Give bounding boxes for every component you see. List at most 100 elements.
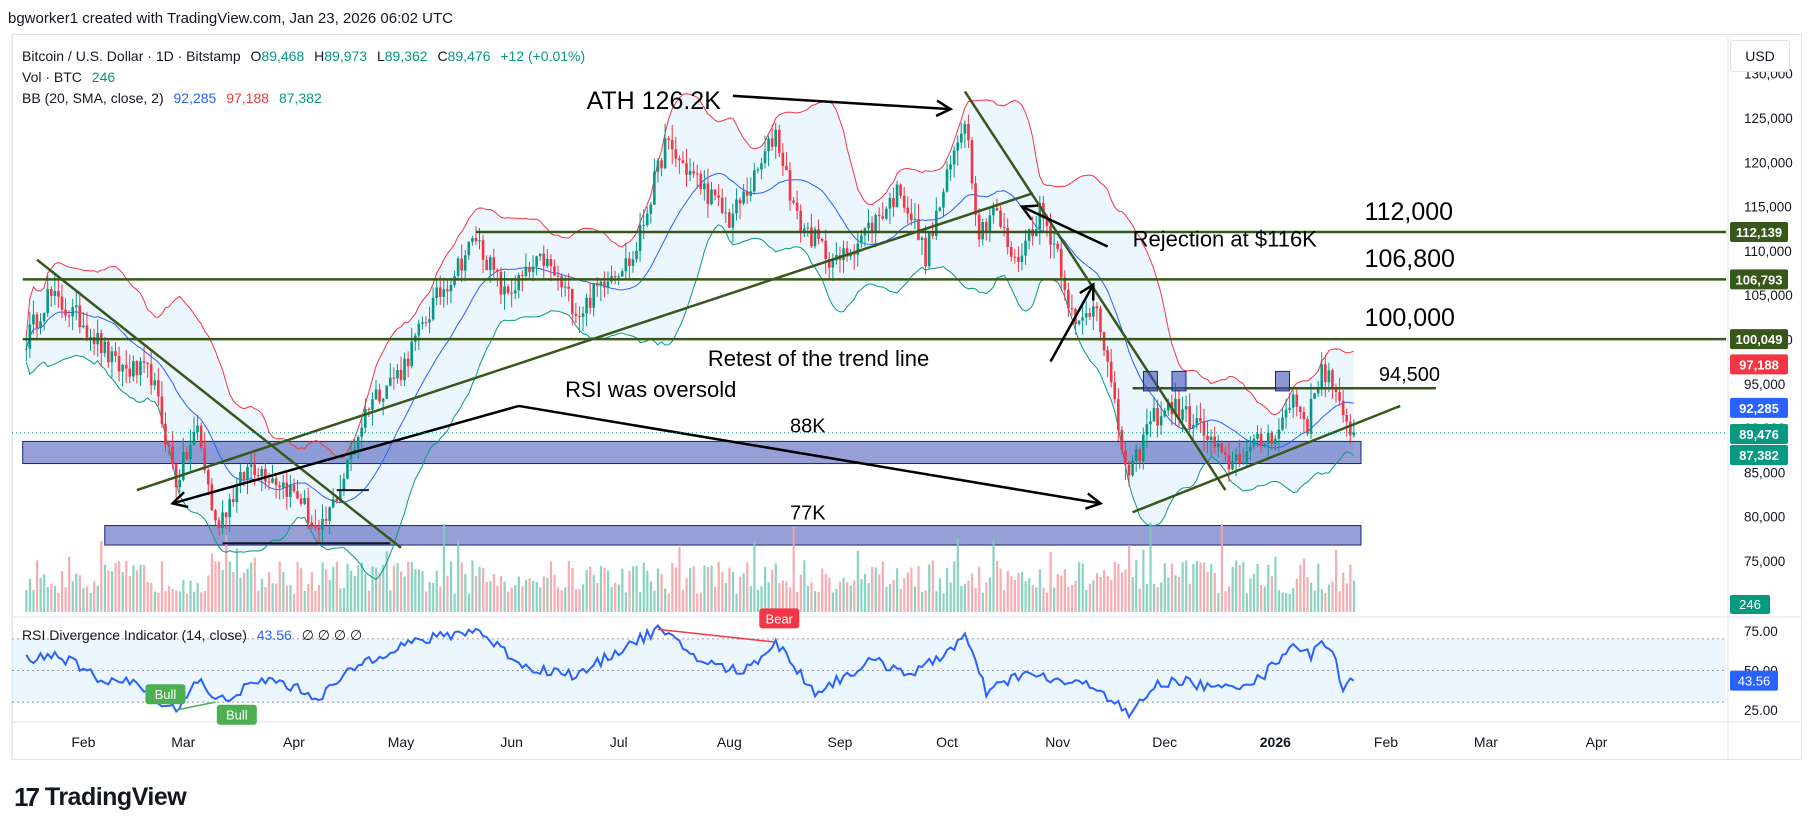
candle-body — [421, 322, 424, 324]
candle-body — [949, 164, 952, 170]
candle-body — [28, 324, 32, 349]
candle-body — [406, 358, 410, 367]
volume-bar — [624, 592, 628, 612]
volume-bar — [1020, 571, 1024, 612]
symbol-legend-row[interactable]: Bitcoin / U.S. Dollar · 1D · Bitstamp O8… — [22, 46, 585, 67]
candle-body — [1263, 443, 1266, 447]
candle-body — [681, 160, 685, 164]
tradingview-logo-icon: 17 — [14, 782, 40, 812]
volume-bar — [514, 585, 517, 612]
candle-body — [852, 253, 856, 255]
price-tick-label: 105,000 — [1744, 288, 1793, 303]
candle-body — [203, 447, 207, 470]
candle-body — [99, 333, 103, 354]
annotation-label: ATH 126.2K — [587, 87, 722, 115]
candle-body — [1284, 409, 1288, 418]
volume-bar — [1288, 593, 1291, 612]
candle-body — [242, 471, 246, 480]
candle-body — [367, 408, 371, 410]
candle-body — [246, 466, 249, 480]
volume-bar — [1106, 575, 1109, 612]
volume-bar — [478, 566, 481, 612]
volume-bar — [250, 562, 253, 612]
volume-bar — [1174, 575, 1177, 612]
candle-body — [128, 368, 132, 377]
volume-bar — [924, 590, 927, 612]
volume-bar — [371, 566, 374, 612]
bb-lower-line — [25, 224, 1355, 581]
candle-body — [1063, 277, 1067, 290]
candle-body — [492, 257, 496, 270]
candle-body — [1117, 399, 1120, 431]
candle-body — [249, 464, 253, 467]
volume-bar — [225, 534, 228, 612]
volume-bar — [1070, 584, 1074, 612]
volume-bar — [428, 581, 431, 612]
candle-body — [417, 323, 421, 336]
volume-bar — [1099, 577, 1102, 612]
bb-legend-row[interactable]: BB (20, SMA, close, 2) 92,285 97,188 87,… — [22, 88, 585, 109]
time-tick-label: Feb — [71, 734, 95, 750]
candle-body — [224, 512, 228, 518]
volume-bar — [146, 581, 149, 612]
volume-bar — [1177, 576, 1181, 612]
resistance-touch-marker — [1274, 370, 1290, 392]
rsi-signal-text: Bull — [226, 708, 248, 723]
volume-bar — [53, 585, 57, 612]
volume-bar — [228, 561, 231, 612]
volume-bar — [781, 580, 785, 612]
annotation-arrow — [518, 404, 1101, 505]
candle-body — [1256, 433, 1259, 439]
candle-body — [67, 315, 71, 317]
volume-bar — [482, 567, 485, 612]
volume-bar — [1313, 590, 1316, 612]
candle-body — [1002, 226, 1006, 228]
volume-bar — [1181, 562, 1184, 612]
volume-bar — [856, 550, 859, 612]
candle-body — [471, 238, 474, 243]
volume-bar — [1045, 592, 1049, 612]
candle-body — [446, 289, 449, 292]
candle-body — [456, 258, 460, 277]
rsi-legend[interactable]: RSI Divergence Indicator (14, close) 43.… — [22, 627, 362, 644]
volume-bar — [1335, 549, 1338, 612]
candle-body — [613, 275, 617, 278]
candle-body — [346, 459, 349, 479]
candle-body — [595, 282, 599, 286]
candle-body — [449, 285, 453, 292]
volume-bar — [728, 567, 731, 612]
volume-bar — [1274, 556, 1277, 612]
candle-body — [435, 287, 438, 298]
volume-bar — [1088, 583, 1091, 612]
volume-bar — [549, 561, 553, 612]
price-label-text: 100,049 — [1736, 332, 1783, 347]
volume-bar — [217, 561, 221, 612]
open-value: 89,468 — [261, 48, 305, 64]
volume-bar — [128, 575, 131, 612]
volume-legend-row[interactable]: Vol · BTC 246 — [22, 67, 585, 88]
candle-body — [952, 150, 956, 165]
volume-bar — [949, 582, 952, 612]
rsi-signal-badge — [759, 608, 800, 629]
volume-bar — [150, 582, 153, 612]
candle-body — [1131, 460, 1134, 476]
currency-button[interactable]: USD — [1730, 40, 1790, 72]
volume-bar — [460, 562, 463, 612]
volume-bar — [999, 568, 1002, 612]
candle-body — [781, 152, 785, 166]
candle-body — [792, 200, 795, 203]
volume-bar — [1135, 560, 1138, 612]
tradingview-logo[interactable]: 17 TradingView — [14, 782, 187, 813]
volume-bar — [813, 591, 817, 612]
candle-body — [331, 498, 335, 508]
candle-body — [581, 313, 585, 317]
time-tick-label: Jun — [500, 734, 523, 750]
price-label-badge — [1730, 397, 1788, 418]
volume-bar — [1249, 578, 1252, 612]
candle-body — [1320, 364, 1324, 390]
candle-body — [1241, 462, 1245, 464]
candle-body — [296, 491, 299, 499]
candle-body — [321, 518, 324, 530]
volume-bar — [981, 592, 984, 612]
